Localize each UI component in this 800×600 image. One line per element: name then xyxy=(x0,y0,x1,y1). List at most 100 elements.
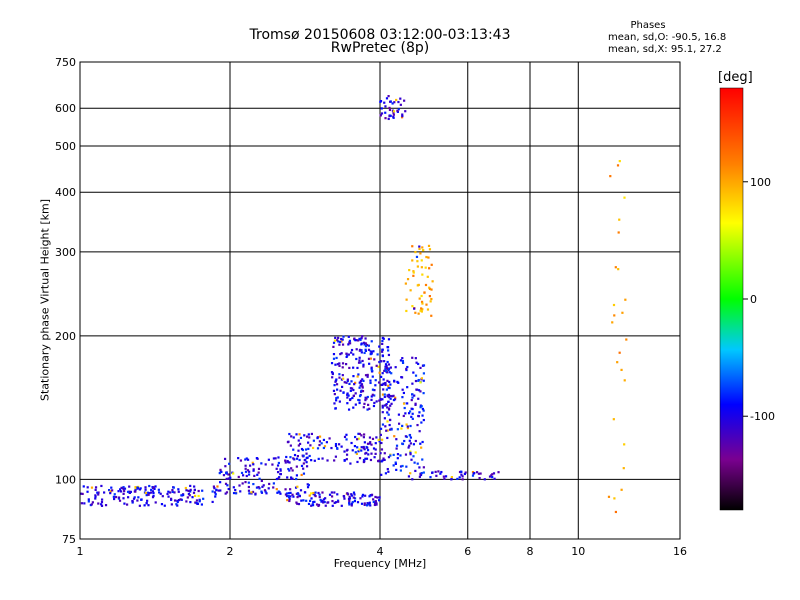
data-point xyxy=(351,501,354,504)
data-point xyxy=(401,360,405,363)
data-point xyxy=(368,495,371,498)
data-point xyxy=(137,496,140,499)
data-point xyxy=(419,252,422,255)
data-point xyxy=(263,489,267,492)
data-point xyxy=(215,488,218,492)
data-point xyxy=(614,510,618,514)
data-point xyxy=(345,355,348,359)
data-point xyxy=(338,443,341,446)
data-point xyxy=(389,114,392,117)
data-point xyxy=(299,436,303,440)
data-point xyxy=(189,501,192,504)
data-point xyxy=(366,408,369,411)
data-point xyxy=(384,363,388,366)
data-point xyxy=(365,457,369,460)
data-point xyxy=(366,446,369,449)
data-point xyxy=(131,500,134,503)
data-point xyxy=(383,369,386,372)
data-point xyxy=(345,453,349,456)
data-point xyxy=(367,453,370,456)
data-point xyxy=(409,424,412,428)
data-point xyxy=(286,441,290,444)
data-point xyxy=(406,402,409,405)
data-point xyxy=(414,403,417,406)
data-point xyxy=(414,250,417,254)
data-point xyxy=(360,351,363,354)
data-point xyxy=(151,496,155,499)
data-point xyxy=(244,464,247,467)
data-point xyxy=(335,397,338,400)
data-point xyxy=(321,499,324,502)
data-point xyxy=(361,390,365,393)
data-point xyxy=(425,255,428,259)
data-point xyxy=(237,475,240,479)
phases-x-line: mean, sd,X: 95.1, 27.2 xyxy=(608,44,722,55)
data-point xyxy=(408,444,411,447)
data-point xyxy=(185,500,188,503)
data-point xyxy=(247,473,251,476)
data-point xyxy=(247,485,250,489)
data-point xyxy=(352,375,355,378)
data-point xyxy=(401,361,405,365)
data-point xyxy=(246,458,250,461)
data-point xyxy=(412,271,415,274)
data-point xyxy=(338,362,341,365)
data-point xyxy=(341,362,345,365)
data-point xyxy=(405,367,408,371)
data-point xyxy=(375,400,378,403)
data-point xyxy=(368,501,371,504)
data-point xyxy=(122,497,125,500)
data-point xyxy=(458,470,462,474)
data-point xyxy=(90,486,94,489)
data-point xyxy=(374,384,377,387)
data-point xyxy=(373,389,376,392)
data-point xyxy=(117,496,121,499)
data-point xyxy=(136,486,139,489)
data-point xyxy=(360,389,363,392)
data-point xyxy=(334,455,337,458)
data-point xyxy=(620,368,623,372)
plot-frame xyxy=(79,61,681,540)
data-point xyxy=(297,493,300,496)
data-point xyxy=(392,398,396,402)
data-point xyxy=(322,438,326,442)
data-point xyxy=(359,497,362,500)
data-point xyxy=(426,275,429,278)
data-point xyxy=(305,452,308,455)
data-point xyxy=(371,388,375,391)
data-point xyxy=(405,298,408,301)
data-point xyxy=(341,374,344,377)
data-point xyxy=(318,443,321,447)
data-point xyxy=(417,415,420,418)
data-point xyxy=(331,372,334,376)
data-point xyxy=(195,501,198,505)
data-point xyxy=(258,477,261,480)
data-point xyxy=(429,476,432,479)
data-point xyxy=(607,495,611,498)
data-point xyxy=(415,255,419,259)
data-point xyxy=(401,113,404,116)
data-point xyxy=(112,495,115,498)
data-point xyxy=(621,311,624,314)
data-point xyxy=(418,466,421,469)
data-point xyxy=(372,350,375,353)
data-point xyxy=(364,452,367,455)
data-point xyxy=(409,453,412,456)
data-point xyxy=(408,439,411,442)
data-point xyxy=(362,445,365,449)
data-point xyxy=(395,438,398,441)
data-point xyxy=(370,452,373,455)
data-point xyxy=(322,446,326,450)
data-point xyxy=(310,497,313,500)
data-point xyxy=(308,436,311,439)
data-point xyxy=(397,100,400,104)
x-tick-label: 2 xyxy=(227,545,234,558)
data-point xyxy=(248,492,251,495)
data-point xyxy=(179,498,182,501)
data-point xyxy=(340,504,343,507)
data-point xyxy=(378,496,381,499)
data-point xyxy=(404,282,407,285)
data-point xyxy=(381,438,384,441)
data-point xyxy=(171,490,174,493)
